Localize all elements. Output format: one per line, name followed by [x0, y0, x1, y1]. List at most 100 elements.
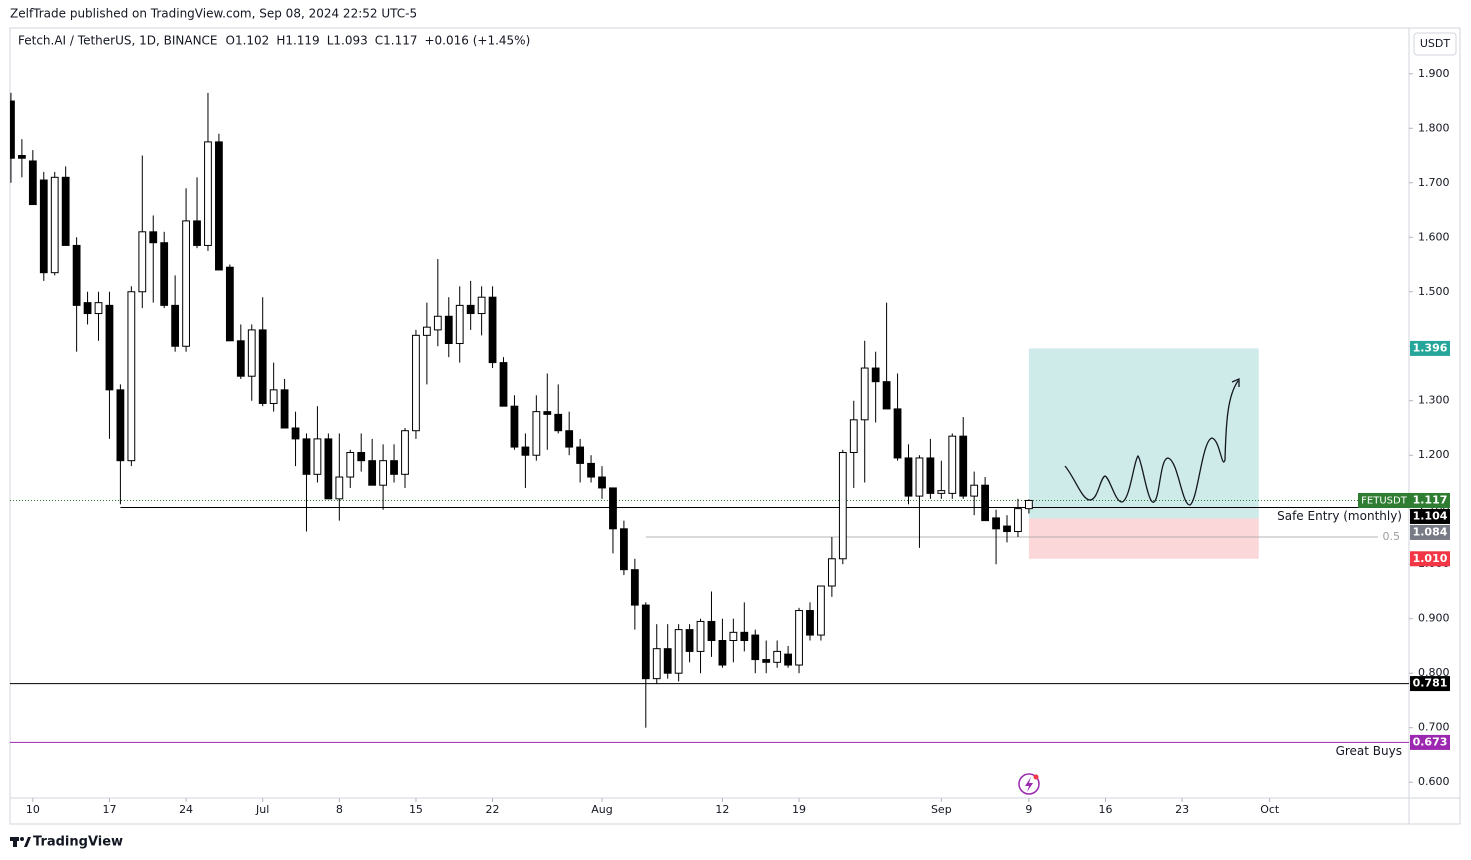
candle-body [72, 244, 81, 306]
price-tag-label: 1.104 [1413, 509, 1448, 522]
candle-body [17, 155, 26, 159]
candle-body [784, 653, 792, 666]
currency: USDT [1420, 37, 1451, 50]
candle-body [160, 242, 169, 306]
candle-body [893, 408, 902, 459]
candle-body [291, 427, 300, 440]
candle-body [390, 460, 398, 475]
ohlc-value: O1.102 [226, 34, 270, 48]
candle-body [127, 291, 136, 462]
candle-body [937, 490, 946, 494]
price-tag [1410, 551, 1450, 567]
candle-body [357, 452, 366, 462]
y-tick-label: 0.600 [1418, 775, 1450, 788]
level-text: Safe Entry (monthly) [1277, 509, 1402, 523]
candle-body [193, 220, 201, 246]
price-tag-label: 1.084 [1413, 525, 1448, 538]
candle-body [39, 179, 48, 274]
price-tag-label: 0.673 [1413, 735, 1448, 748]
x-tick-label: Sep [931, 803, 952, 816]
candle-body [904, 457, 913, 497]
candle-body [61, 176, 70, 246]
candle-body [641, 604, 650, 680]
candle-body [882, 381, 891, 410]
candle-body [598, 476, 606, 489]
candle-body [1025, 499, 1033, 510]
candle-body [740, 631, 749, 642]
projection-drawing [1064, 378, 1240, 506]
candle-body [50, 176, 59, 274]
price-tag-label: 1.117 [1413, 493, 1448, 506]
candle-body [269, 389, 278, 404]
ohlc-value: +0.016 (+1.45%) [424, 34, 530, 48]
y-tick-label: 1.300 [1418, 394, 1450, 407]
lightning-icon[interactable] [1018, 773, 1040, 795]
candle-body [915, 457, 924, 497]
candle-body [970, 484, 979, 497]
candle-body [860, 367, 869, 421]
price-tag [1410, 508, 1450, 524]
candle-body [838, 452, 847, 560]
candle-body [488, 296, 497, 364]
candle-body [707, 620, 716, 642]
price-tag-label: 1.010 [1413, 552, 1448, 565]
y-tick-label: 1.200 [1418, 448, 1450, 461]
candle-body [620, 528, 628, 571]
x-tick-label: 24 [179, 803, 193, 816]
x-tick-label: 12 [715, 803, 729, 816]
x-tick-label: Aug [591, 803, 612, 816]
candle-body [116, 389, 125, 462]
candle-body [795, 610, 803, 666]
chart-frame [9, 27, 1461, 825]
candle-body [302, 438, 311, 475]
candle-body [138, 231, 147, 293]
x-tick-label: 22 [486, 803, 500, 816]
price-tag-label: 0.781 [1413, 677, 1448, 690]
candle-body [773, 650, 782, 663]
candle-body [335, 476, 344, 500]
price-tag [1410, 492, 1450, 508]
candle-body [422, 326, 431, 336]
candle-body [1003, 525, 1011, 533]
candle-body [28, 160, 37, 206]
x-tick-label: Oct [1260, 803, 1280, 816]
candle-body [401, 430, 409, 475]
price-tag [1410, 340, 1450, 356]
candle-body [849, 419, 858, 454]
candle-body [236, 340, 245, 377]
y-tick-label: 0.900 [1418, 612, 1450, 625]
candle-body [149, 231, 158, 244]
candle-body [94, 302, 103, 315]
price-tag [1410, 524, 1450, 540]
symbol-tag-label: FETUSDT [1361, 495, 1408, 506]
x-tick-label: 19 [792, 803, 806, 816]
candle-body [948, 435, 957, 494]
ohlc-value: H1.119 [276, 34, 319, 48]
candle-body [609, 487, 617, 530]
candle-body [981, 484, 990, 522]
candle-body [379, 460, 387, 486]
overlay: Safe Entry (monthly) Great Buys 0.5 [1277, 509, 1402, 758]
candle-body [521, 446, 530, 456]
candle-body [444, 315, 453, 345]
candle-body [510, 405, 519, 448]
y-tick-label: 1.600 [1418, 230, 1450, 243]
y-tick-label: 0.700 [1418, 721, 1450, 734]
candle-body [554, 413, 563, 432]
candle-body [565, 430, 574, 448]
candle-body [959, 435, 968, 497]
candle-body [729, 631, 738, 642]
candle-body [466, 304, 475, 315]
symbol-line: Fetch.AI / TetherUS, 1D, BINANCE O1.102 H… [18, 34, 530, 48]
candle-body [215, 141, 223, 271]
candle-body [532, 411, 541, 456]
candle-body [10, 100, 15, 159]
brand: TradingView [33, 835, 123, 850]
candle-body [674, 629, 683, 674]
candle-body [313, 438, 322, 475]
candle-body [433, 315, 442, 331]
candle-body [258, 329, 267, 404]
y-tick-label: 1.700 [1418, 176, 1450, 189]
currency-box[interactable] [1413, 32, 1457, 56]
